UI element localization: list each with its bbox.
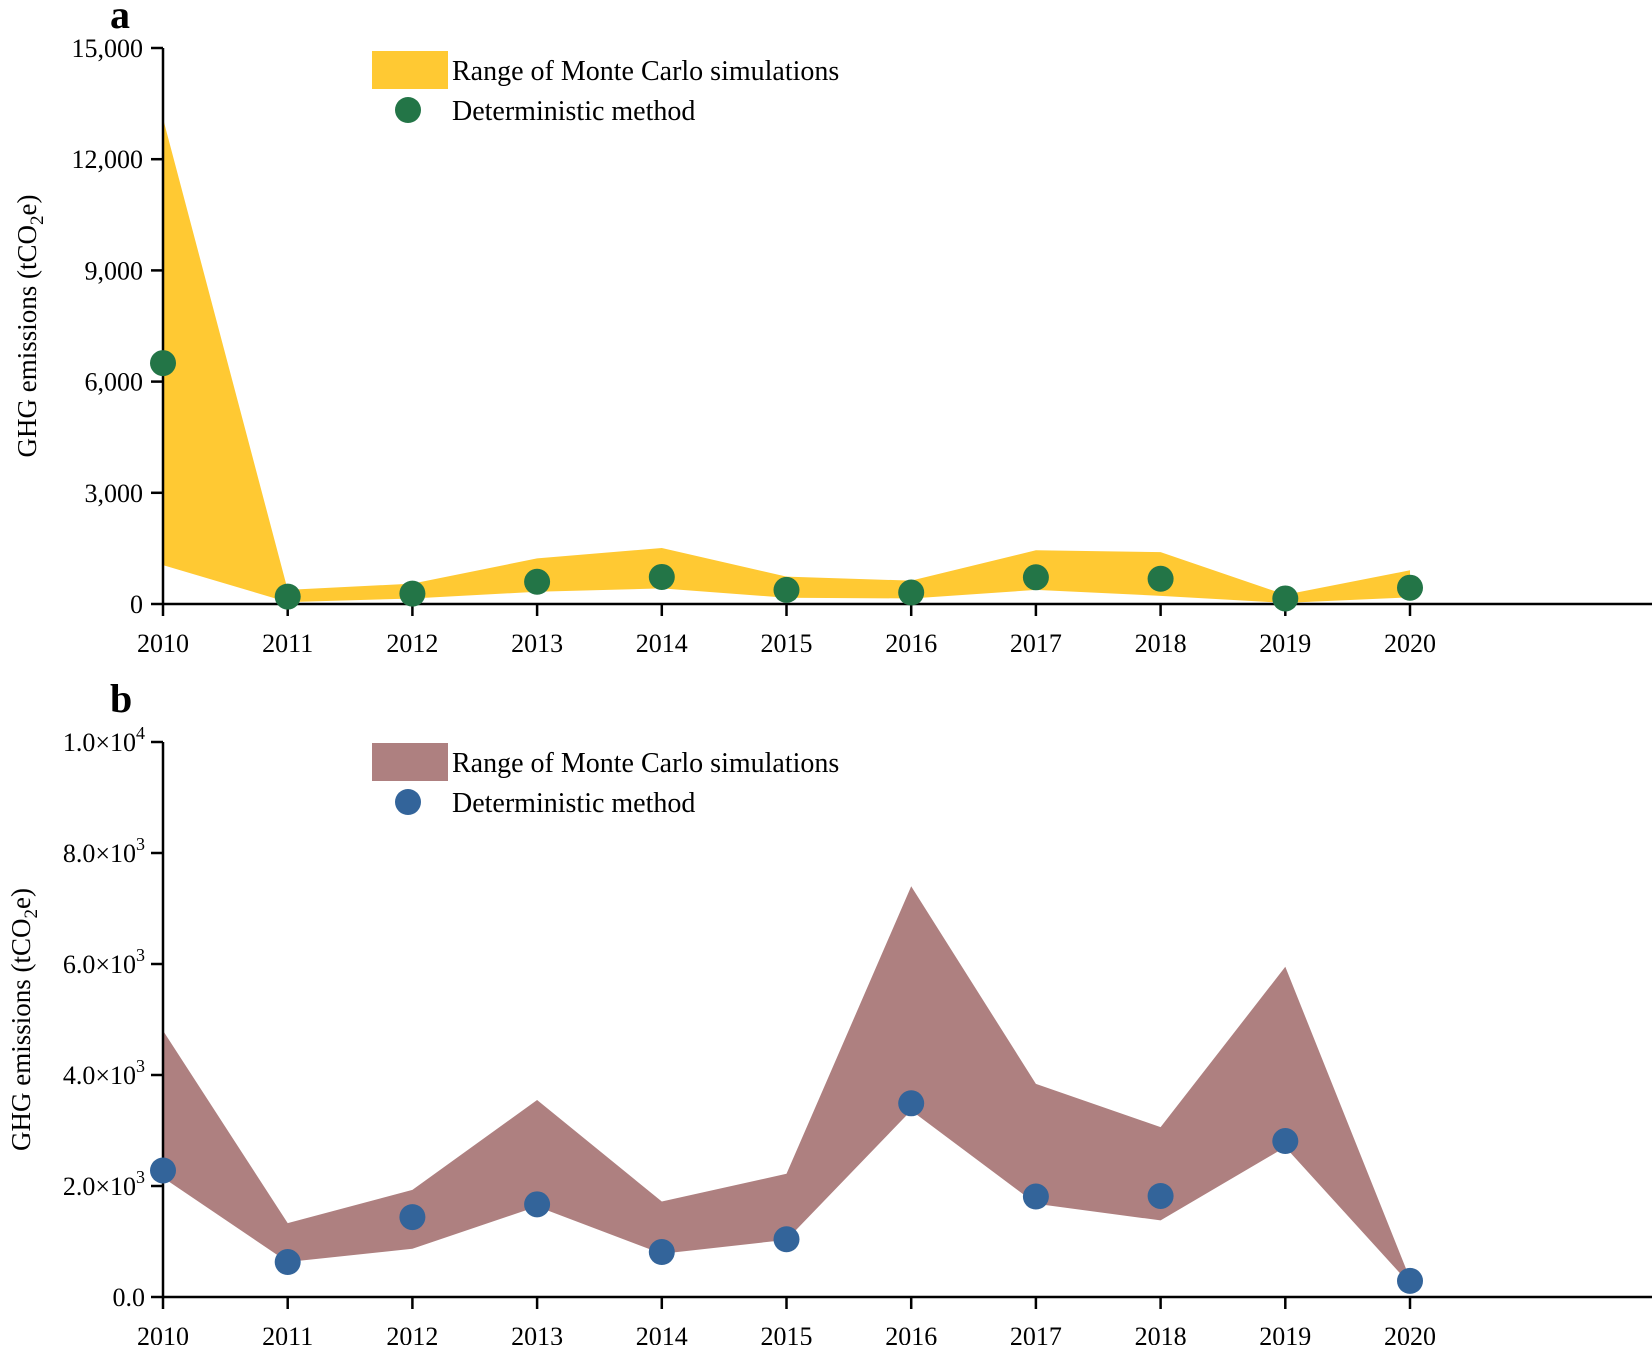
y-tick-label: 1.0×104 [63,723,145,757]
y-tick-label: 2.0×103 [63,1167,145,1201]
x-tick-label: 2017 [1010,629,1062,658]
deterministic-point [274,1249,301,1276]
x-tick-label: 2015 [761,1322,813,1345]
x-tick-label: 2010 [137,1322,189,1345]
panel-label: b [110,676,132,721]
y-tick-label: 9,000 [85,256,144,285]
deterministic-point [150,350,176,377]
x-tick-label: 2018 [1135,629,1187,658]
deterministic-point [399,580,426,607]
panel-a: 0 3,000 6,000 9,000 12,000 15,000 2010 2011 2012… [12,0,1652,658]
x-tick-label: 2019 [1259,629,1311,658]
y-tick-exponent: 4 [136,723,145,743]
x-tick-label: 2014 [636,629,688,658]
y-tick-label: 12,000 [72,145,144,174]
y-tick-label: 4.0×103 [63,1056,145,1090]
monte-carlo-range-band [163,118,1410,603]
legend-band-swatch [372,743,448,781]
y-tick-exponent: 3 [136,1056,145,1076]
y-tick-mantissa: 0.0 [113,1283,146,1312]
y-tick-exponent: 3 [136,945,145,965]
deterministic-point [150,1157,176,1184]
y-tick-mantissa: 1.0×10 [63,728,136,757]
deterministic-point [773,576,800,603]
y-tick-label: 6,000 [85,368,144,397]
x-tick-label: 2020 [1384,629,1436,658]
x-tick-label: 2016 [885,1322,937,1345]
legend-point-label: Deterministic method [452,788,695,819]
x-tick-label: 2013 [511,629,563,658]
legend-band-label: Range of Monte Carlo simulations [452,748,839,779]
x-tick-label: 2013 [511,1322,563,1345]
x-tick-label: 2012 [386,629,438,658]
y-axis-title-suffix: e) [12,195,42,216]
deterministic-point [1272,585,1299,612]
y-axis-title-prefix: GHG emissions (tCO [6,918,36,1151]
y-axis-title: GHG emissions (tCO2e) [12,195,48,458]
legend-point-marker [395,789,421,815]
x-tick-label: 2011 [262,629,313,658]
y-tick-label: 15,000 [72,34,144,63]
deterministic-point [648,1239,675,1266]
y-tick-label: 3,000 [85,479,144,508]
deterministic-point [1397,574,1423,601]
x-tick-label: 2012 [386,1322,438,1345]
panel-label: a [110,0,130,37]
y-axis-title-subscript: 2 [21,909,42,919]
x-tick-label: 2017 [1010,1322,1062,1345]
x-tick-label: 2019 [1259,1322,1311,1345]
legend-band-label: Range of Monte Carlo simulations [452,56,839,87]
x-tick-label: 2010 [137,629,189,658]
y-tick-exponent: 3 [136,1167,145,1187]
y-tick-exponent: 3 [136,834,145,854]
legend-point-label: Deterministic method [452,96,695,127]
x-tick-label: 2014 [636,1322,688,1345]
deterministic-point [1147,565,1174,592]
deterministic-point [773,1226,800,1253]
deterministic-point [1397,1267,1423,1294]
panel-b: 0.02.0×1034.0×1036.0×1038.0×1031.0×10420… [6,676,1652,1345]
y-axis-title: GHG emissions (tCO2e) [6,888,42,1151]
y-axis-title-prefix: GHG emissions (tCO [12,225,42,458]
legend-band-swatch [372,51,448,89]
y-tick-label: 6.0×103 [63,945,145,979]
y-tick-label: 8.0×103 [63,834,145,868]
deterministic-point [274,583,301,610]
deterministic-point [648,563,675,590]
y-tick-mantissa: 8.0×10 [63,839,136,868]
deterministic-point [898,579,925,606]
monte-carlo-range-band [163,886,1410,1285]
deterministic-point [399,1204,426,1231]
y-axis-title-subscript: 2 [27,215,48,225]
y-tick-label: 0 [130,590,143,619]
deterministic-point [1147,1182,1174,1209]
y-axis-title-suffix: e) [6,888,36,909]
deterministic-point [1022,1183,1049,1210]
y-tick-mantissa: 4.0×10 [63,1061,136,1090]
x-tick-label: 2016 [885,629,937,658]
x-tick-label: 2018 [1135,1322,1187,1345]
deterministic-point [524,1191,551,1218]
legend-point-marker [395,97,421,123]
deterministic-point [898,1090,925,1117]
y-tick-label: 0.0 [113,1283,146,1312]
deterministic-point [524,568,551,595]
deterministic-point [1272,1128,1299,1155]
y-tick-mantissa: 6.0×10 [63,950,136,979]
deterministic-point [1022,564,1049,591]
y-tick-mantissa: 2.0×10 [63,1172,136,1201]
x-tick-label: 2015 [761,629,813,658]
x-tick-label: 2011 [262,1322,313,1345]
x-tick-label: 2020 [1384,1322,1436,1345]
